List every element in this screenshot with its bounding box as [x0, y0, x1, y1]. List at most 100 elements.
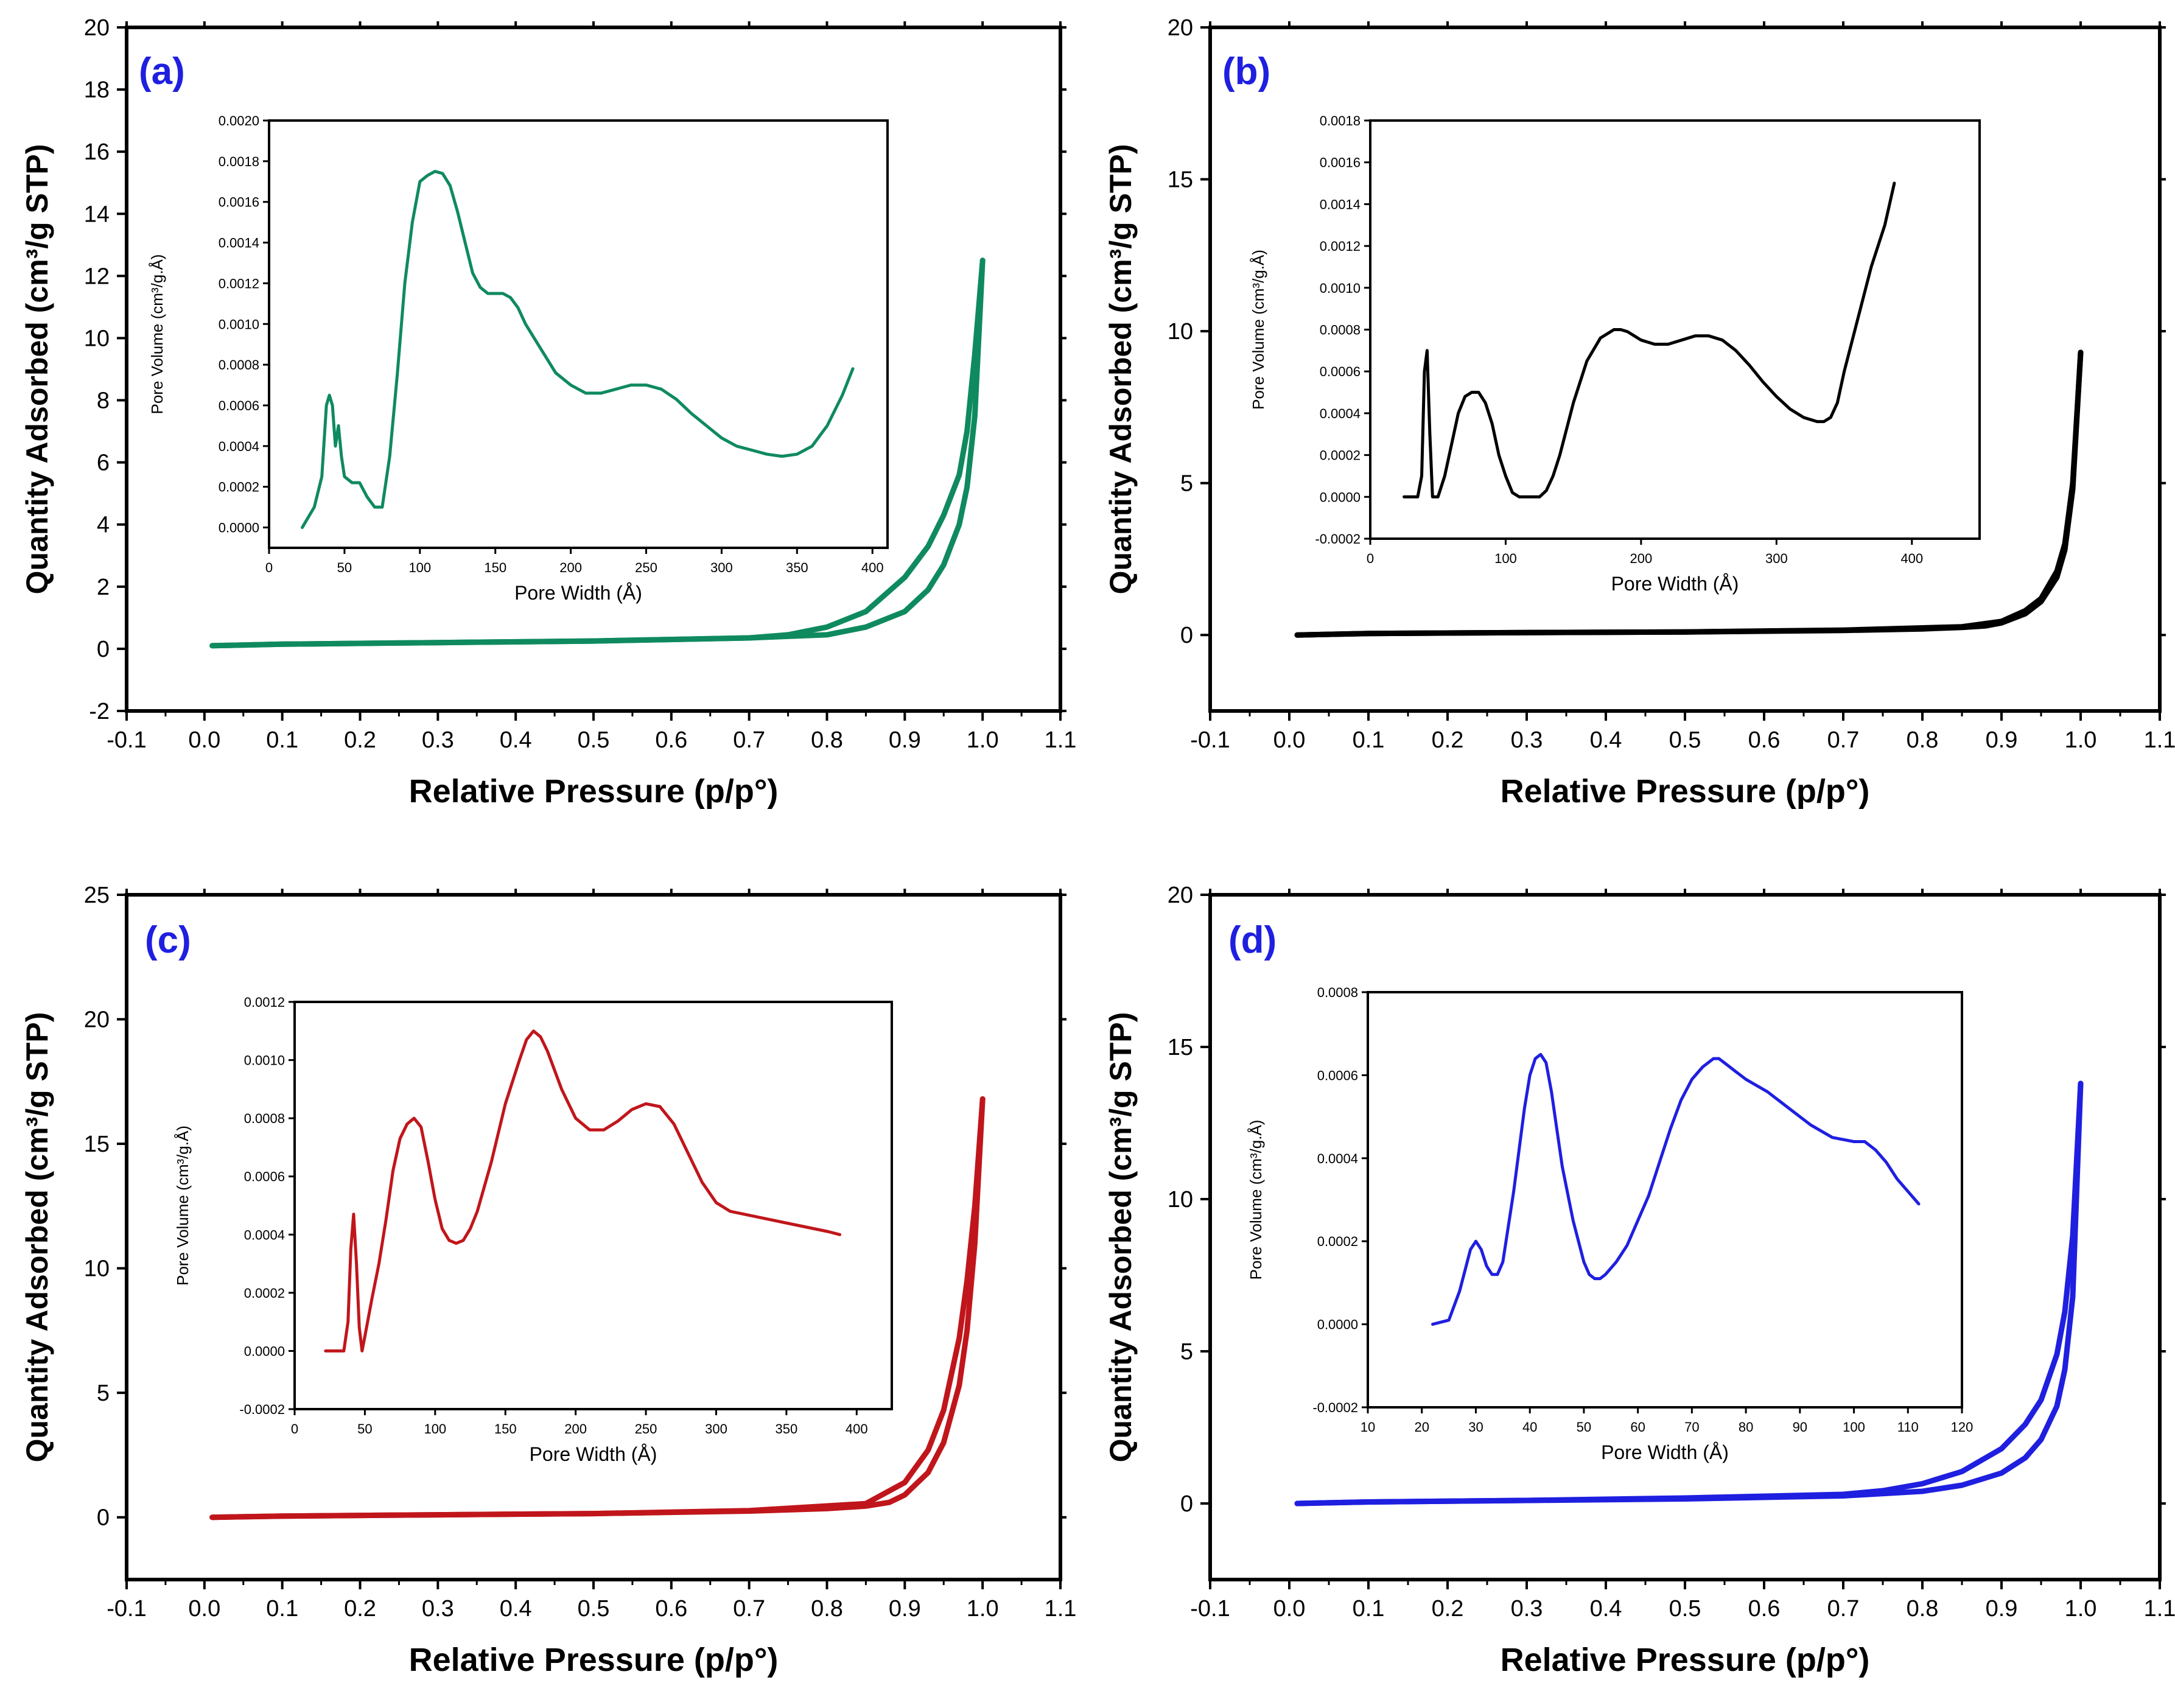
inset-y-tick-label: 0.0008: [244, 1111, 285, 1126]
y-tick-label: 25: [84, 883, 110, 908]
inset-x-tick-label: 400: [861, 560, 884, 575]
inset-y-tick-label: 0.0010: [244, 1053, 285, 1068]
y-tick-label: 20: [1168, 15, 1193, 41]
inset-y-tick-label: 0.0002: [219, 480, 259, 495]
inset-y-tick-label: 0.0018: [1320, 113, 1361, 128]
y-tick-label: 5: [1180, 1339, 1193, 1365]
y-tick-label: 5: [97, 1381, 110, 1406]
panel-label: (c): [145, 919, 191, 961]
x-axis-label: Relative Pressure (p/p°): [409, 1642, 779, 1678]
isotherm-desorption-line: [1294, 1080, 2084, 1507]
inset-y-tick-label: 0.0000: [219, 520, 259, 536]
y-tick-label: 0: [97, 1505, 110, 1531]
inset-x-tick-label: 40: [1522, 1419, 1537, 1435]
y-tick-label: 10: [84, 1256, 110, 1282]
inset-x-tick-label: 50: [1577, 1419, 1591, 1435]
x-tick-label: 1.1: [1045, 1596, 1077, 1622]
pore-distribution-line: [1403, 181, 1896, 499]
isotherm-desorption-line: [209, 1096, 986, 1521]
inset-x-tick-label: 350: [776, 1421, 798, 1437]
inset-x-tick-label: 50: [337, 560, 352, 575]
inset-y-tick-label: 0.0006: [219, 398, 259, 413]
x-tick-label: 0.8: [811, 727, 843, 753]
x-tick-label: 0.3: [422, 1596, 454, 1622]
x-tick-label: 0.2: [344, 1596, 376, 1622]
x-tick-label: 1.1: [1045, 727, 1077, 753]
inset-y-tick-label: 0.0014: [219, 236, 259, 251]
y-tick-label: 20: [84, 1007, 110, 1033]
y-tick-label: 5: [1180, 471, 1193, 497]
y-tick-label: 15: [1168, 1035, 1193, 1060]
inset-y-tick-label: 0.0008: [219, 357, 259, 373]
inset-y-tick-label: -0.0002: [1312, 1400, 1358, 1415]
x-tick-label: 0.4: [500, 1596, 532, 1622]
inset-x-tick-label: 10: [1361, 1419, 1375, 1435]
x-tick-label: 1.1: [2144, 727, 2175, 753]
x-tick-label: 1.0: [2065, 727, 2097, 753]
y-tick-label: 6: [97, 450, 110, 476]
x-tick-label: 0.4: [1590, 1596, 1622, 1622]
inset-x-tick-label: 300: [710, 560, 733, 575]
x-tick-label: 1.0: [967, 1596, 999, 1622]
inset-x-tick-label: 120: [1951, 1419, 1974, 1435]
inset-y-axis-label: Pore Volume (cm³/g.Å): [173, 1125, 192, 1286]
inset-x-tick-label: 300: [1765, 551, 1788, 566]
x-tick-label: 0.4: [1590, 727, 1622, 753]
y-axis-label: Quantity Adsorbed (cm³/g STP): [1104, 144, 1138, 595]
y-tick-label: 0: [1180, 1491, 1193, 1517]
y-axis-label: Quantity Adsorbed (cm³/g STP): [20, 1012, 54, 1463]
x-tick-label: 0.0: [1273, 1596, 1306, 1622]
inset-x-tick-label: 0: [1367, 551, 1374, 566]
inset-y-tick-label: 0.0020: [219, 113, 259, 128]
inset-x-tick-label: 400: [846, 1421, 868, 1437]
x-tick-label: -0.1: [107, 727, 146, 753]
x-tick-label: -0.1: [1190, 1596, 1230, 1622]
y-axis-label: Quantity Adsorbed (cm³/g STP): [20, 144, 54, 595]
inset-y-tick-label: 0.0010: [219, 317, 259, 332]
inset-x-tick-label: 300: [705, 1421, 727, 1437]
inset-y-tick-label: 0.0008: [1317, 985, 1358, 1000]
inset-c: 0 50 100 150 200 250 300 350 400 -0.0002 0.0000 0.0…: [173, 995, 893, 1465]
x-tick-label: 0.9: [889, 1596, 921, 1622]
x-tick-label: 0.9: [1986, 1596, 2018, 1622]
inset-y-tick-label: 0.0000: [1317, 1317, 1358, 1332]
y-tick-label: 2: [97, 575, 110, 600]
inset-x-axis-label: Pore Width (Å): [530, 1443, 657, 1465]
y-tick-label: 15: [84, 1132, 110, 1157]
inset-y-tick-label: 0.0006: [244, 1169, 285, 1185]
x-tick-label: 0.6: [655, 1596, 687, 1622]
x-tick-label: 0.3: [1511, 1596, 1543, 1622]
inset-y-tick-label: 0.0004: [219, 439, 259, 454]
inset-x-tick-label: 400: [1900, 551, 1923, 566]
inset-y-tick-label: 0.0010: [1320, 281, 1361, 296]
inset-y-tick-label: 0.0002: [244, 1286, 285, 1301]
inset-x-tick-label: 20: [1414, 1419, 1429, 1435]
y-tick-label: 18: [84, 77, 110, 103]
inset-x-tick-label: 80: [1739, 1419, 1753, 1435]
inset-y-tick-label: -0.0002: [1315, 531, 1361, 547]
inset-x-tick-label: 30: [1468, 1419, 1483, 1435]
inset-x-tick-label: 250: [635, 560, 657, 575]
inset-y-tick-label: 0.0004: [244, 1227, 285, 1242]
x-tick-label: 0.3: [1511, 727, 1543, 753]
inset-frame: [1367, 991, 1963, 1409]
x-tick-label: 0.1: [1353, 727, 1385, 753]
inset-y-tick-label: 0.0006: [1317, 1068, 1358, 1083]
x-tick-label: 0.4: [500, 727, 532, 753]
inset-x-tick-label: 150: [484, 560, 506, 575]
y-tick-label: 12: [84, 264, 110, 289]
inset-x-axis-label: Pore Width (Å): [514, 582, 642, 604]
x-tick-label: 0.0: [1273, 727, 1306, 753]
x-tick-label: 0.5: [1669, 727, 1701, 753]
inset-x-tick-label: 100: [424, 1421, 446, 1437]
x-tick-label: 1.0: [967, 727, 999, 753]
inset-x-tick-label: 90: [1793, 1419, 1807, 1435]
inset-a: 0 50 100 150 200 250 300 350 400 0.0000 0.0002 0.00…: [148, 113, 889, 604]
inset-y-tick-label: 0.0000: [244, 1343, 285, 1359]
x-tick-label: 0.1: [266, 1596, 298, 1622]
inset-x-tick-label: 200: [559, 560, 582, 575]
x-tick-label: 0.6: [655, 727, 687, 753]
inset-y-tick-label: 0.0014: [1320, 197, 1361, 212]
inset-frame: [268, 119, 889, 549]
